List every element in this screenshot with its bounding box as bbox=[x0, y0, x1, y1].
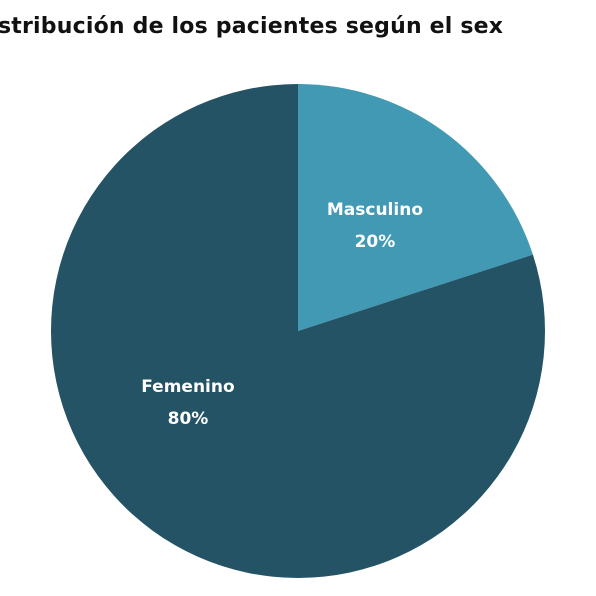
slice-value-femenino: 80% bbox=[168, 409, 209, 429]
slice-label-masculino: Masculino bbox=[327, 200, 423, 220]
chart-title: stribución de los pacientes según el sex bbox=[0, 14, 504, 39]
pie-slice-femenino bbox=[51, 84, 545, 578]
slice-label-femenino: Femenino bbox=[141, 377, 234, 397]
slice-value-masculino: 20% bbox=[355, 232, 396, 252]
pie-slice-masculino bbox=[298, 84, 533, 331]
